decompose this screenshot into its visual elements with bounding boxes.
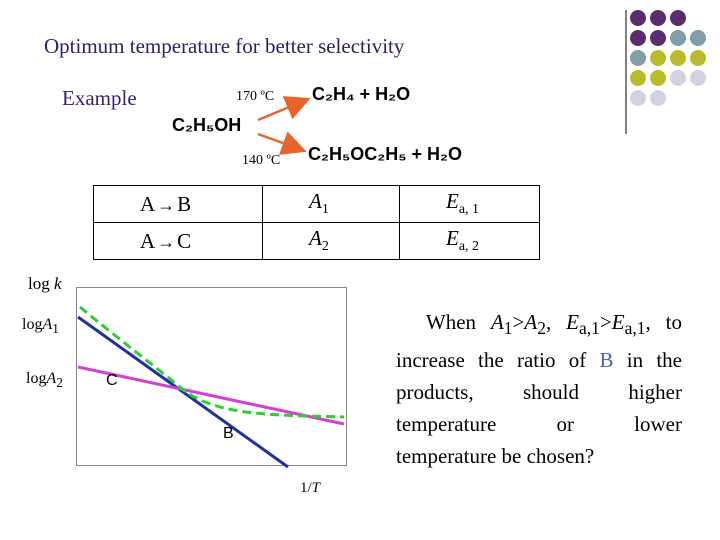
slide-title: Optimum temperature for better selectivi…: [44, 34, 405, 58]
question-line-4: temperature or lower: [396, 412, 682, 437]
x-axis-label: 1/T: [300, 480, 321, 496]
energy-cell: Ea, 2: [399, 222, 540, 260]
question-line-5: temperature be chosen?: [396, 444, 595, 469]
parameters-table: A →B A1 Ea, 1 A →C A2 Ea, 2: [93, 185, 540, 260]
table-row: A →B A1 Ea, 1: [93, 185, 540, 223]
decor-dot: [670, 50, 686, 66]
decor-dot: [690, 30, 706, 46]
energy-cell: Ea, 1: [399, 185, 540, 223]
decor-dot: [670, 30, 686, 46]
table-row: A →C A2 Ea, 2: [93, 222, 540, 260]
reaction-scheme: C₂H₅OH 170 ºC C₂H₄ + H₂O 140 ºC C₂H₅OC₂H…: [172, 84, 462, 168]
reaction-cell: A →B: [93, 185, 263, 223]
y-axis-label: log k: [28, 274, 62, 293]
decor-dot: [630, 10, 646, 26]
decor-dot: [650, 50, 666, 66]
example-label: Example: [62, 86, 137, 110]
line-combined: [79, 305, 345, 419]
prefactor-cell: A2: [262, 222, 400, 260]
arrow-low-temp: [257, 131, 307, 155]
decor-dot: [630, 90, 646, 106]
decor-dot: [630, 50, 646, 66]
decor-dot: [690, 70, 706, 86]
arrow-high-temp: [257, 96, 311, 122]
decor-dot: [650, 10, 666, 26]
decorative-dot-grid: [625, 10, 706, 134]
low-temp-label: 140 ºC: [242, 153, 280, 168]
reactant-formula: C₂H₅OH: [172, 115, 241, 135]
plot-frame: [76, 287, 347, 466]
question-text: When A1>A2, Ea,1>Ea,1, to increase the r…: [396, 306, 682, 472]
low-temp-product: C₂H₅OC₂H₅ + H₂O: [308, 144, 462, 164]
line-c-label: C: [106, 372, 118, 389]
y-tick-loga2: logA2: [26, 370, 63, 391]
decor-dot: [670, 70, 686, 86]
line-b-label: B: [223, 425, 234, 442]
decor-dot: [630, 70, 646, 86]
line-b: [77, 315, 289, 469]
decor-dot: [630, 30, 646, 46]
question-line-1: When A1>A2, Ea,1>Ea,1, to: [396, 310, 682, 339]
decor-dot: [650, 30, 666, 46]
decor-dot: [670, 10, 686, 26]
decor-dot: [650, 90, 666, 106]
arrhenius-graph: C B: [76, 287, 347, 469]
high-temp-label: 170 ºC: [236, 89, 274, 104]
reaction-cell: A →C: [93, 222, 263, 260]
decor-dot: [690, 50, 706, 66]
y-tick-loga1: logA1: [22, 316, 59, 337]
prefactor-cell: A1: [262, 185, 400, 223]
decor-dot: [650, 70, 666, 86]
question-line-2: increase the ratio of B in the: [396, 348, 682, 373]
highlight-b: B: [599, 348, 614, 373]
high-temp-product: C₂H₄ + H₂O: [312, 84, 410, 104]
question-line-3: products, should higher: [396, 380, 682, 405]
